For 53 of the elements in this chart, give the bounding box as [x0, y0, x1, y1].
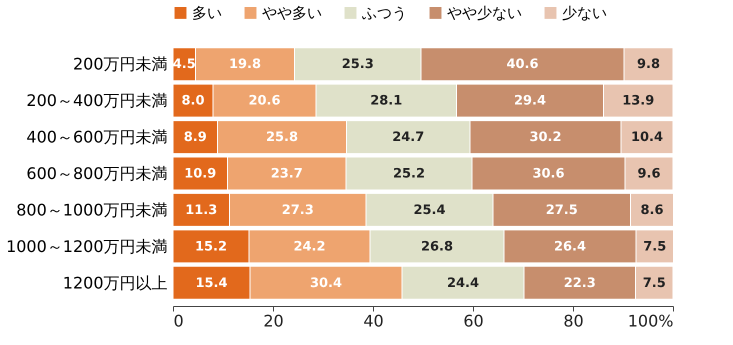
y-tick-label: 600～800万円未満 [26, 164, 168, 183]
legend-label: やや多い [262, 4, 322, 22]
x-tick-label: 100% [628, 312, 674, 330]
y-tick-label: 400～600万円未満 [26, 128, 168, 147]
data-label: 8.0 [181, 94, 205, 109]
data-label: 28.1 [370, 94, 402, 109]
data-label: 25.3 [342, 57, 374, 72]
data-label: 25.2 [392, 166, 426, 182]
data-label: 25.4 [413, 202, 446, 218]
data-label: 25.8 [266, 130, 298, 146]
data-label: 27.5 [546, 202, 578, 218]
legend-label: ふつう [361, 4, 407, 22]
data-label: 24.7 [392, 130, 424, 146]
x-tick-label: 0 [174, 312, 184, 330]
data-label: 4.5 [172, 57, 196, 72]
x-tick-label: 40 [363, 312, 384, 330]
x-tick-label: 20 [263, 312, 284, 330]
y-tick-label: 200～400万円未満 [26, 91, 168, 110]
data-label: 29.4 [514, 94, 546, 109]
data-label: 30.6 [532, 166, 565, 182]
data-label: 26.4 [554, 239, 586, 254]
data-label: 20.6 [248, 94, 281, 109]
y-tick-label: 200万円未満 [72, 54, 168, 74]
legend-label: やや少ない [447, 4, 522, 22]
data-label: 24.4 [446, 276, 480, 291]
data-label: 40.6 [506, 57, 539, 72]
y-tick-label: 1000～1200万円未満 [6, 236, 168, 256]
data-label: 22.3 [564, 276, 596, 291]
data-label: 27.3 [282, 202, 314, 218]
data-label: 24.2 [293, 239, 326, 254]
data-label: 7.5 [642, 276, 666, 291]
data-label: 26.8 [420, 239, 454, 254]
x-tick-label: 60 [463, 312, 484, 330]
data-label: 19.8 [228, 57, 262, 72]
legend-label: 少ない [562, 4, 607, 22]
data-label: 9.6 [637, 166, 661, 182]
data-label: 8.6 [640, 202, 664, 218]
data-label: 23.7 [270, 166, 303, 182]
data-label: 15.2 [194, 239, 228, 254]
x-tick-label: 80 [563, 312, 584, 330]
data-label: 9.8 [636, 57, 660, 72]
y-tick-label: 800～1000万円未満 [16, 200, 168, 220]
data-label: 10.4 [630, 130, 664, 146]
data-label: 7.5 [643, 239, 666, 254]
data-label: 30.4 [310, 276, 342, 291]
data-label: 10.9 [184, 166, 216, 182]
data-label: 15.4 [195, 276, 228, 291]
data-label: 13.9 [622, 94, 654, 109]
data-label: 8.9 [184, 130, 207, 146]
y-tick-label: 1200万円以上 [62, 273, 168, 292]
data-label: 30.2 [529, 130, 562, 146]
legend-label: 多い [192, 4, 222, 22]
data-label: 11.3 [185, 202, 218, 218]
